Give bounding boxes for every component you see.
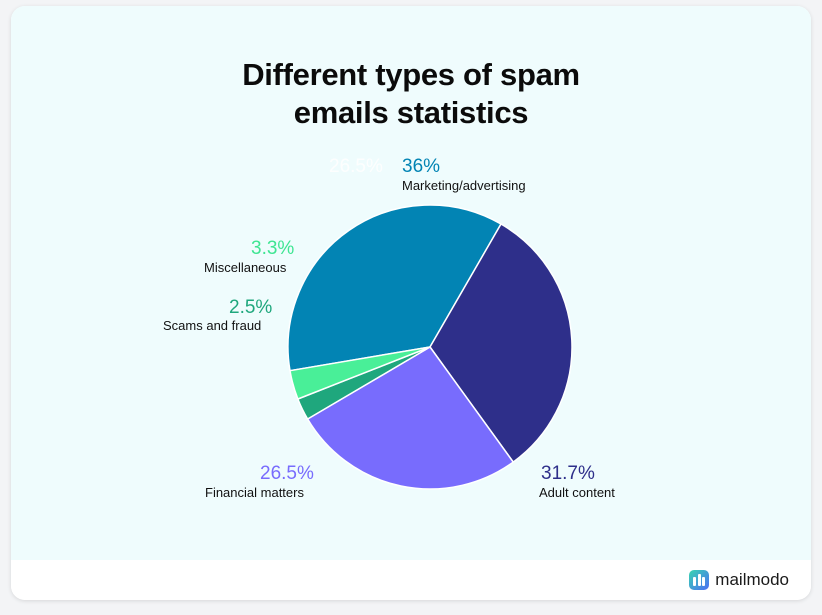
slice-percent-financial: 26.5% [260, 463, 314, 484]
chart-title-line-2: emails statistics [293, 95, 529, 130]
slice-label-marketing: Marketing/advertising [402, 178, 526, 193]
pie-slice-adult [429, 223, 573, 463]
slice-percent-marketing: 36% [402, 156, 441, 177]
slice-label-financial: Financial matters [205, 485, 304, 500]
ghost-percent-label: 26.5% [329, 156, 383, 177]
chart-title-line-1: Different types of spam [242, 57, 580, 92]
chart-title: Different types of spam emails statistic… [11, 56, 811, 132]
chart-panel: Different types of spam emails statistic… [11, 6, 811, 560]
slice-percent-scams: 2.5% [229, 297, 273, 318]
slice-label-miscellaneous: Miscellaneous [204, 260, 287, 275]
pie-slice-financial [306, 346, 514, 490]
mailmodo-logo-icon [689, 570, 710, 590]
brand-name: mailmodo [715, 570, 789, 589]
slice-label-scams: Scams and fraud [163, 318, 262, 333]
slice-percent-miscellaneous: 3.3% [251, 238, 295, 259]
chart-card: Different types of spam emails statistic… [11, 6, 811, 600]
brand-logo: mailmodo [689, 569, 789, 591]
pie-chart [287, 204, 573, 490]
slice-label-adult: Adult content [539, 485, 615, 500]
pie-slice-marketing [287, 204, 502, 372]
slice-percent-adult: 31.7% [541, 463, 595, 484]
card-footer: mailmodo [11, 560, 811, 600]
pie-slice-miscellaneous [289, 346, 431, 400]
